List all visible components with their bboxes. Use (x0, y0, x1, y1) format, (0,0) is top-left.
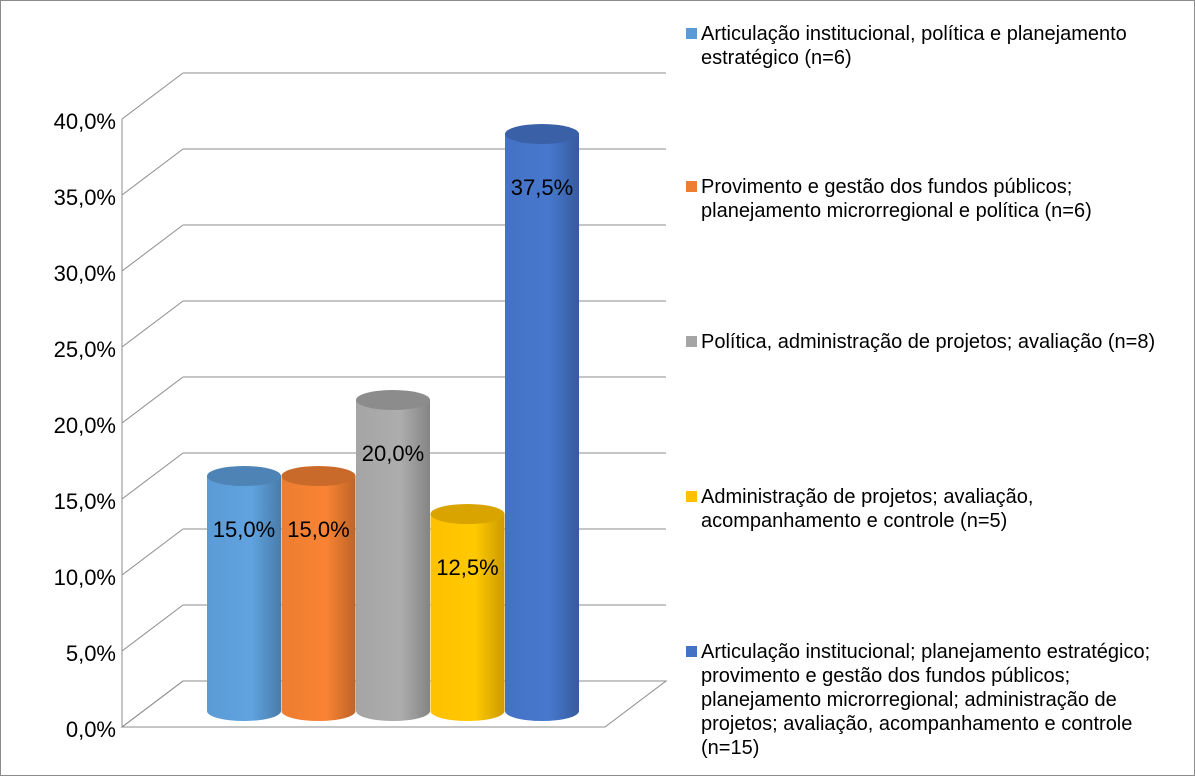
legend-swatch (686, 646, 697, 657)
legend-label: Política, administração de projetos; ava… (701, 331, 1156, 353)
legend-item: Articulação institucional; planejamento … (686, 640, 1166, 760)
bar (505, 134, 579, 711)
y-tick-label: 40,0% (54, 109, 116, 134)
grid-line (121, 528, 184, 576)
data-label: 15,0% (287, 517, 349, 542)
grid-line (121, 376, 184, 424)
grid-line (121, 72, 184, 120)
data-label: 37,5% (511, 175, 573, 200)
data-label: 15,0% (213, 517, 275, 542)
legend-swatch (686, 336, 697, 347)
legend-item: Provimento e gestão dos fundos públicos;… (686, 175, 1166, 223)
bar-top (430, 504, 505, 524)
legend-label: Articulação institucional; planejamento … (701, 641, 1151, 759)
bar (207, 476, 281, 711)
bar-top (281, 466, 356, 486)
bar (281, 476, 356, 711)
grid-line (121, 224, 184, 272)
legend-item: Política, administração de projetos; ava… (686, 330, 1166, 354)
legend-swatch (686, 181, 697, 192)
y-tick-label: 5,0% (66, 641, 116, 666)
legend-swatch (686, 491, 697, 502)
y-tick-label: 10,0% (54, 565, 116, 590)
grid-line (121, 604, 184, 652)
grid-line (121, 680, 184, 728)
data-label: 20,0% (362, 441, 424, 466)
y-tick-label: 0,0% (66, 717, 116, 742)
grid-line (121, 148, 184, 196)
bar (430, 514, 505, 711)
y-tick-label: 15,0% (54, 489, 116, 514)
legend-label: Provimento e gestão dos fundos públicos;… (701, 176, 1092, 222)
y-tick-label: 35,0% (54, 185, 116, 210)
legend-label: Articulação institucional, política e pl… (701, 23, 1127, 69)
legend-item: Articulação institucional, política e pl… (686, 22, 1166, 70)
bar (356, 400, 430, 711)
y-tick-label: 25,0% (54, 337, 116, 362)
bar-top (356, 390, 430, 410)
grid-line (121, 300, 184, 348)
grid-line (121, 452, 184, 500)
bar-top (505, 124, 579, 144)
legend-swatch (686, 28, 697, 39)
legend-label: Administração de projetos; avaliação, ac… (701, 486, 1034, 532)
legend-item: Administração de projetos; avaliação, ac… (686, 485, 1166, 533)
data-label: 12,5% (436, 555, 498, 580)
bar-top (207, 466, 281, 486)
y-tick-label: 30,0% (54, 261, 116, 286)
y-tick-label: 20,0% (54, 413, 116, 438)
